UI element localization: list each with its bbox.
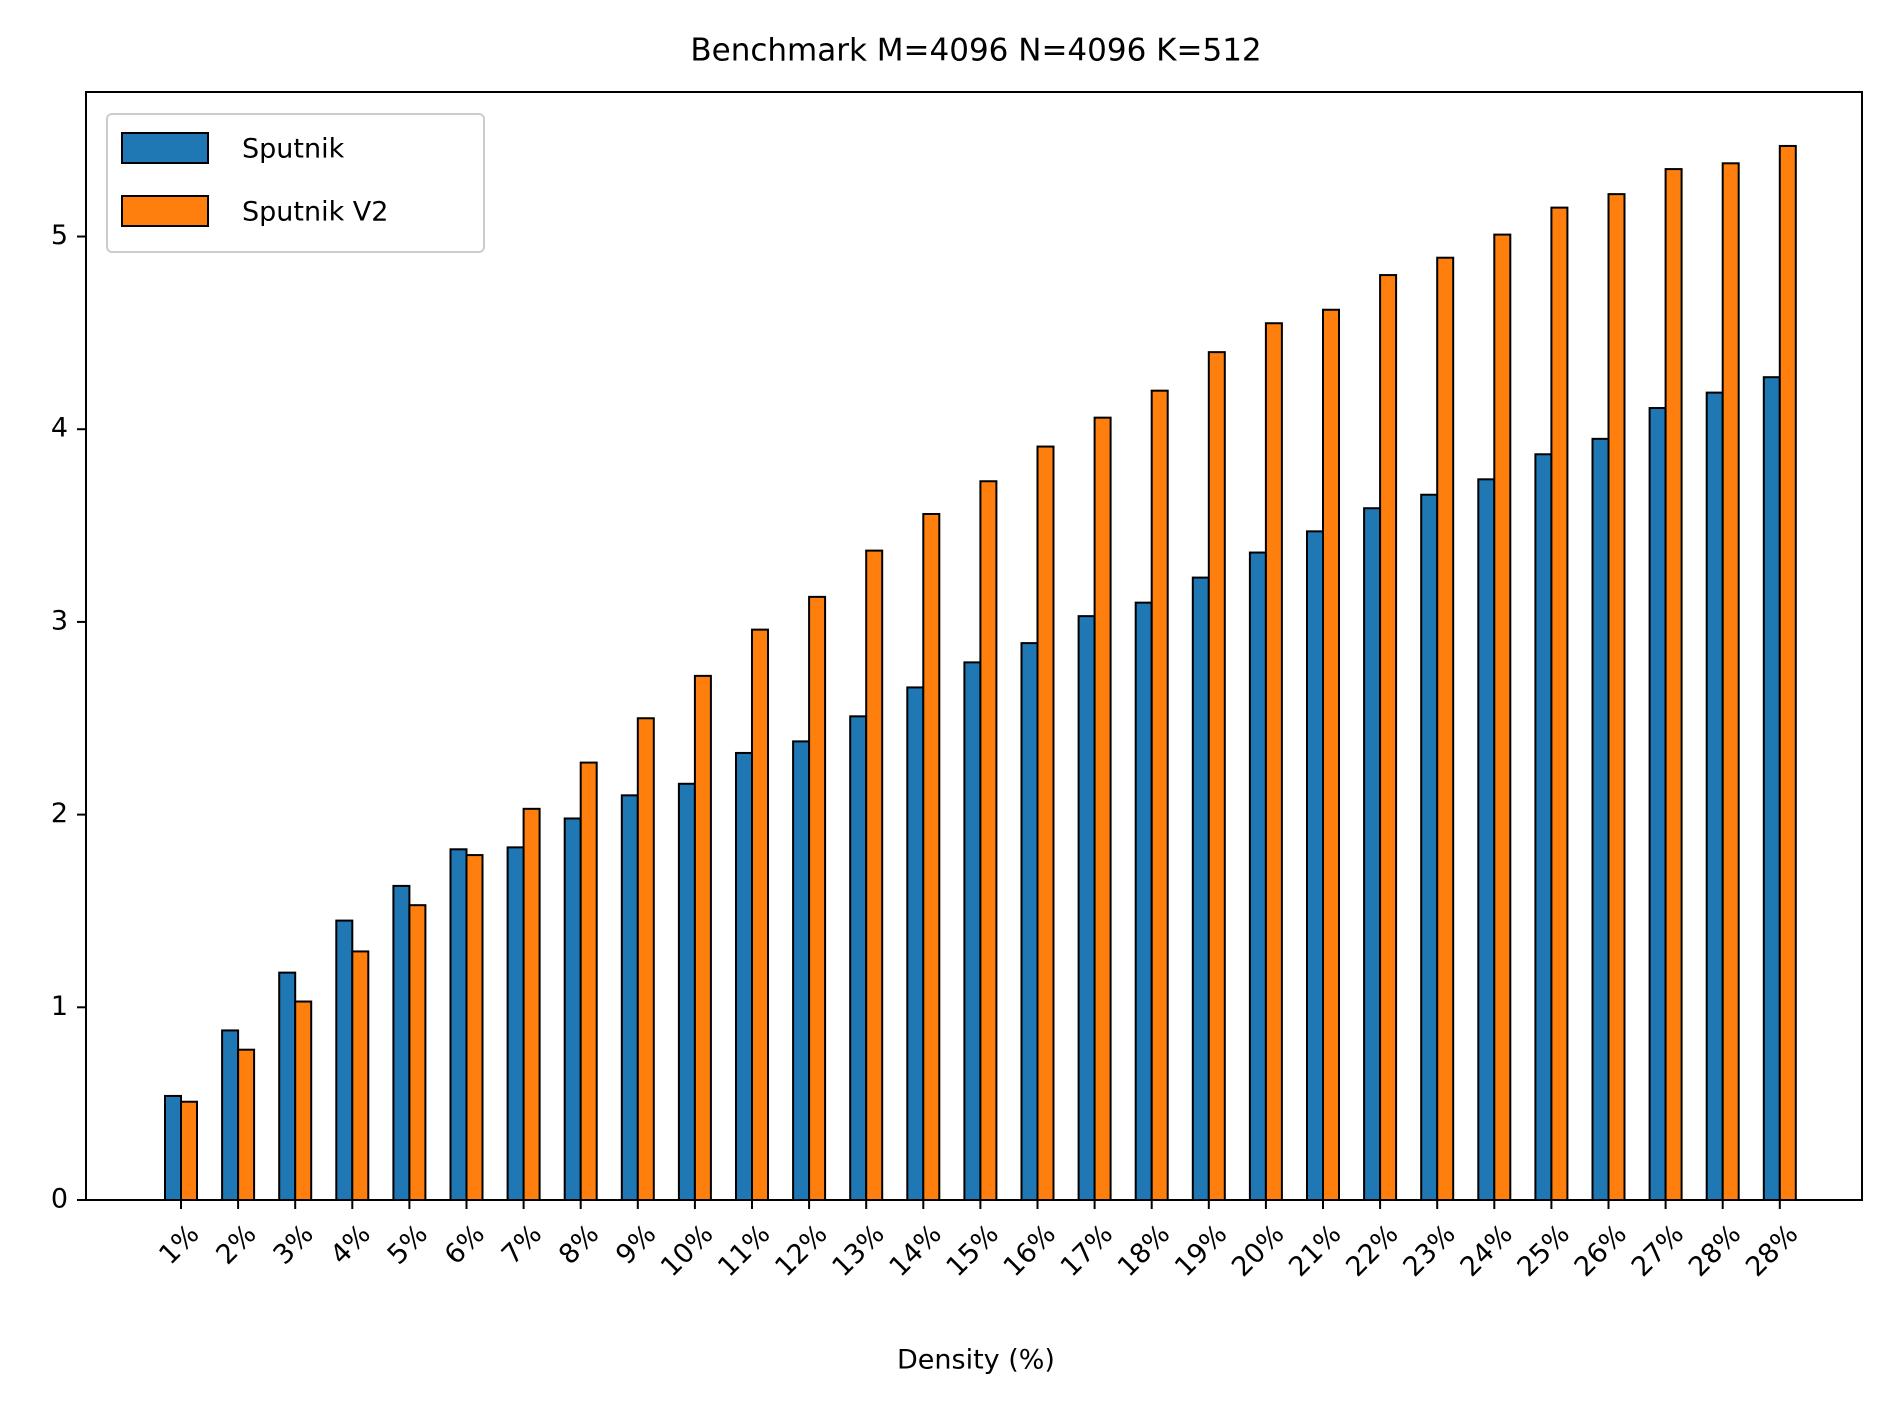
bar-sputnik-2 bbox=[221, 1029, 240, 1202]
bar-sputnik-11 bbox=[735, 751, 753, 1202]
bar-sputnik-v2-6 bbox=[465, 854, 484, 1201]
y-tick-label-3: 3 bbox=[51, 605, 68, 636]
bar-sputnik-4 bbox=[335, 919, 354, 1201]
bar-sputnik-v2-3 bbox=[294, 1000, 313, 1202]
bar-sputnik-25 bbox=[1534, 453, 1553, 1201]
x-axis-label: Density (%) bbox=[897, 1345, 1055, 1376]
bar-sputnik-3 bbox=[278, 971, 297, 1202]
y-tick-label-4: 4 bbox=[51, 413, 68, 444]
bar-sputnik-27 bbox=[1648, 407, 1667, 1201]
bar-sputnik-v2-27 bbox=[1664, 168, 1683, 1202]
bar-sputnik-v2-17 bbox=[1093, 416, 1112, 1201]
bar-sputnik-v2-23 bbox=[1436, 256, 1455, 1201]
bar-sputnik-v2-26 bbox=[1607, 193, 1626, 1201]
y-tick-label-2: 2 bbox=[51, 798, 68, 829]
bar-sputnik-14 bbox=[906, 686, 925, 1201]
bar-sputnik-v2-10 bbox=[693, 674, 712, 1201]
bar-sputnik-1 bbox=[164, 1094, 182, 1201]
bar-sputnik-24 bbox=[1477, 478, 1496, 1202]
bar-sputnik-v2-5 bbox=[408, 904, 427, 1201]
bar-sputnik-16 bbox=[1020, 642, 1039, 1201]
bar-sputnik-6 bbox=[449, 848, 468, 1201]
bar-sputnik-v2-9 bbox=[636, 717, 655, 1201]
bar-sputnik-17 bbox=[1077, 615, 1096, 1201]
y-tick-label-0: 0 bbox=[51, 1184, 68, 1215]
y-tick-label-5: 5 bbox=[51, 220, 68, 251]
bar-sputnik-29 bbox=[1762, 376, 1781, 1201]
bar-sputnik-v2-16 bbox=[1036, 445, 1055, 1201]
bar-sputnik-20 bbox=[1248, 551, 1267, 1201]
bar-sputnik-v2-18 bbox=[1150, 389, 1169, 1201]
chart-title: Benchmark M=4096 N=4096 K=512 bbox=[690, 33, 1261, 69]
bar-sputnik-v2-20 bbox=[1264, 322, 1283, 1201]
bar-sputnik-v2-8 bbox=[579, 761, 598, 1201]
legend-swatch-sputnik bbox=[121, 132, 209, 164]
legend-label-sputnik: Sputnik bbox=[242, 134, 345, 165]
legend: Sputnik Sputnik V2 bbox=[106, 113, 485, 253]
bar-sputnik-21 bbox=[1306, 530, 1324, 1201]
bar-sputnik-5 bbox=[392, 884, 411, 1201]
bar-sputnik-19 bbox=[1191, 576, 1210, 1201]
legend-label-sputnik-v2: Sputnik V2 bbox=[242, 197, 388, 228]
bar-sputnik-v2-11 bbox=[751, 628, 769, 1201]
bar-sputnik-28 bbox=[1705, 391, 1724, 1201]
legend-swatch-sputnik-v2 bbox=[121, 195, 209, 227]
bar-sputnik-13 bbox=[849, 715, 868, 1201]
bar-sputnik-v2-15 bbox=[979, 480, 998, 1201]
bar-sputnik-v2-12 bbox=[808, 595, 827, 1201]
bar-sputnik-23 bbox=[1420, 493, 1439, 1202]
bar-sputnik-v2-14 bbox=[922, 513, 941, 1201]
bar-sputnik-7 bbox=[506, 846, 525, 1201]
bar-sputnik-v2-21 bbox=[1322, 308, 1340, 1201]
bar-sputnik-9 bbox=[620, 794, 639, 1201]
bar-sputnik-v2-4 bbox=[351, 950, 370, 1201]
bar-sputnik-18 bbox=[1134, 601, 1153, 1201]
bar-sputnik-v2-29 bbox=[1778, 144, 1797, 1201]
bar-sputnik-v2-7 bbox=[522, 807, 541, 1201]
bar-sputnik-26 bbox=[1591, 437, 1610, 1201]
bar-sputnik-8 bbox=[563, 817, 582, 1201]
bar-sputnik-v2-13 bbox=[865, 549, 884, 1201]
bar-sputnik-22 bbox=[1363, 507, 1382, 1201]
bar-sputnik-12 bbox=[792, 740, 811, 1201]
bar-sputnik-v2-2 bbox=[237, 1048, 256, 1201]
plot-frame bbox=[85, 91, 1863, 1201]
bar-sputnik-v2-19 bbox=[1207, 351, 1226, 1201]
bar-sputnik-v2-1 bbox=[180, 1100, 198, 1201]
bar-sputnik-10 bbox=[677, 782, 696, 1201]
bar-sputnik-15 bbox=[963, 661, 982, 1201]
bar-sputnik-v2-24 bbox=[1493, 233, 1512, 1201]
y-tick-label-1: 1 bbox=[51, 991, 68, 1022]
bar-sputnik-v2-28 bbox=[1721, 162, 1740, 1202]
bar-sputnik-v2-25 bbox=[1550, 206, 1569, 1202]
bar-sputnik-v2-22 bbox=[1379, 274, 1398, 1202]
